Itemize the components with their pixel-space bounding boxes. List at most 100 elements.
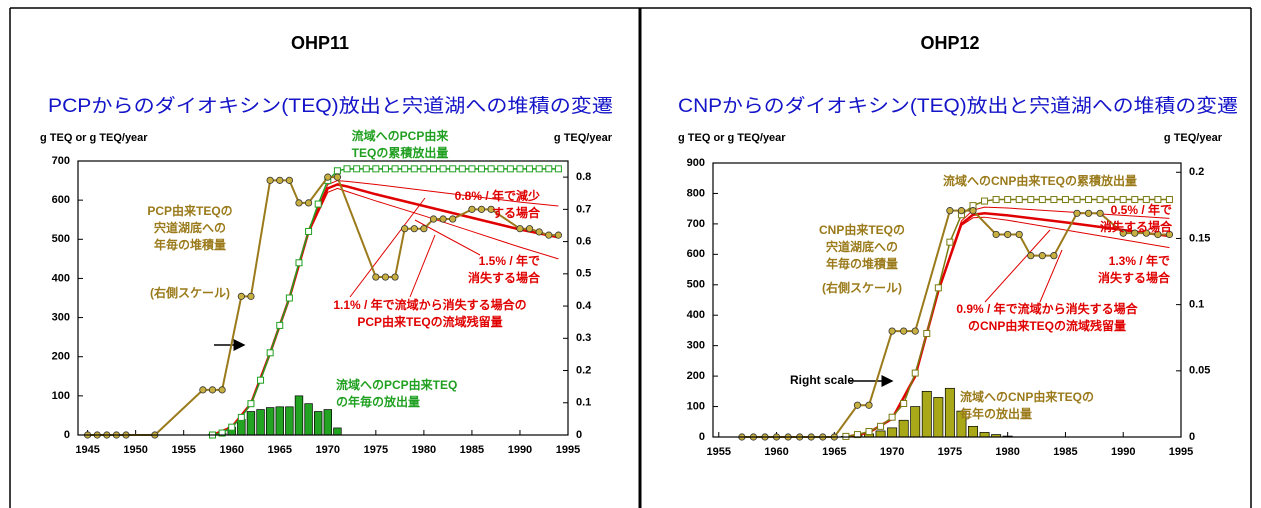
marker [1027, 252, 1035, 260]
marker [314, 200, 322, 208]
y-axis-label: g TEQ or g TEQ/year [678, 132, 786, 144]
marker [525, 225, 534, 233]
annotation: 0.5% / 年で [1111, 202, 1172, 217]
chart-title: PCPからのダイオキシン(TEQ)放出と宍道湖への堆積の変遷 [48, 95, 613, 117]
marker [381, 165, 389, 173]
annotation: 流域へのPCP由来TEQ [336, 377, 457, 392]
bar [237, 418, 246, 436]
marker [1142, 229, 1150, 237]
marker [410, 165, 418, 173]
annotation: 流域へのCNP由来TEQの累積放出量 [943, 173, 1137, 188]
bar [265, 407, 275, 436]
marker [1131, 196, 1139, 204]
annotation: 年毎の堆積量 [154, 237, 226, 252]
y-tick-label: 600 [687, 248, 705, 260]
marker [506, 165, 514, 173]
marker [372, 165, 380, 173]
marker [276, 176, 284, 184]
y2-tick-label: 0.2 [1189, 166, 1204, 178]
marker [853, 401, 862, 409]
y2-tick-label: 0.6 [576, 235, 591, 247]
pointer [409, 234, 436, 298]
marker [487, 165, 495, 173]
annotation: する場合 [492, 205, 541, 220]
marker [526, 165, 534, 173]
y2-tick-label: 0.3 [576, 332, 591, 344]
marker [516, 165, 524, 173]
marker [1142, 196, 1150, 204]
y-tick-label: 900 [687, 157, 705, 169]
y2-tick-label: 0 [576, 429, 582, 441]
marker [199, 386, 207, 394]
marker [1073, 209, 1081, 217]
marker [208, 386, 217, 394]
marker [1154, 230, 1162, 239]
chart-title: CNPからのダイオキシン(TEQ)放出と宍道湖への堆積の変遷 [678, 95, 1238, 117]
marker [257, 376, 265, 384]
annotation: 0.9% / 年で流域から消失する場合 [956, 301, 1138, 316]
marker [1004, 196, 1012, 204]
marker [449, 215, 457, 223]
marker [1154, 196, 1162, 204]
marker [333, 167, 341, 175]
marker [362, 165, 370, 173]
y2-tick-label: 0.1 [576, 397, 591, 409]
marker [877, 422, 885, 430]
y2-tick-label: 0.5 [576, 268, 591, 280]
marker [545, 165, 553, 173]
x-tick-label: 1970 [316, 444, 340, 456]
annotation: のCNP由来TEQの流域残留量 [968, 318, 1126, 333]
marker [237, 413, 245, 421]
marker [865, 401, 873, 409]
x-tick-label: 1970 [880, 446, 904, 458]
bar [910, 406, 921, 438]
annotation: Right scale [790, 373, 854, 387]
marker [946, 207, 954, 215]
y-tick-label: 300 [687, 340, 705, 352]
marker [468, 165, 476, 173]
marker [1050, 252, 1058, 260]
annotation: (右側スケール) [150, 285, 230, 300]
marker [554, 231, 562, 239]
x-tick-label: 1985 [1053, 446, 1077, 458]
annotation: 0.8% / 年で減少 [455, 188, 540, 203]
marker [401, 165, 409, 173]
marker [1073, 196, 1081, 204]
marker [900, 400, 908, 408]
y-tick-label: 300 [52, 311, 70, 323]
bar [294, 395, 304, 436]
bar [285, 406, 294, 436]
marker [429, 165, 437, 173]
x-tick-label: 1990 [1111, 446, 1135, 458]
annotation: 1.3% / 年で [1109, 253, 1170, 268]
marker [1050, 196, 1058, 204]
marker [304, 199, 313, 207]
y-tick-label: 700 [687, 218, 705, 230]
bar [323, 409, 332, 436]
y2-tick-label: 0.05 [1189, 365, 1210, 377]
marker [1085, 196, 1093, 204]
annotation: CNP由来TEQの [819, 222, 905, 237]
pointer [349, 197, 426, 298]
marker [218, 429, 226, 437]
bar [979, 432, 990, 438]
x-tick-label: 1950 [123, 444, 147, 456]
y2-axis-label: g TEQ/year [1164, 132, 1223, 144]
marker [439, 165, 447, 173]
annotation: 消失する場合 [468, 270, 541, 285]
marker [391, 273, 399, 281]
marker [487, 205, 495, 213]
bar [333, 427, 342, 436]
marker [1038, 196, 1046, 204]
x-tick-label: 1985 [460, 444, 484, 456]
x-tick-label: 1995 [1169, 446, 1193, 458]
annotation: 1.1% / 年で流域から消失する場合の [333, 297, 526, 312]
x-tick-label: 1955 [171, 444, 195, 456]
bar [944, 387, 955, 438]
x-tick-label: 1975 [364, 444, 388, 456]
marker [266, 176, 274, 184]
bar [968, 425, 978, 438]
annotation: 毎年の放出量 [960, 406, 1032, 421]
marker [218, 386, 226, 394]
